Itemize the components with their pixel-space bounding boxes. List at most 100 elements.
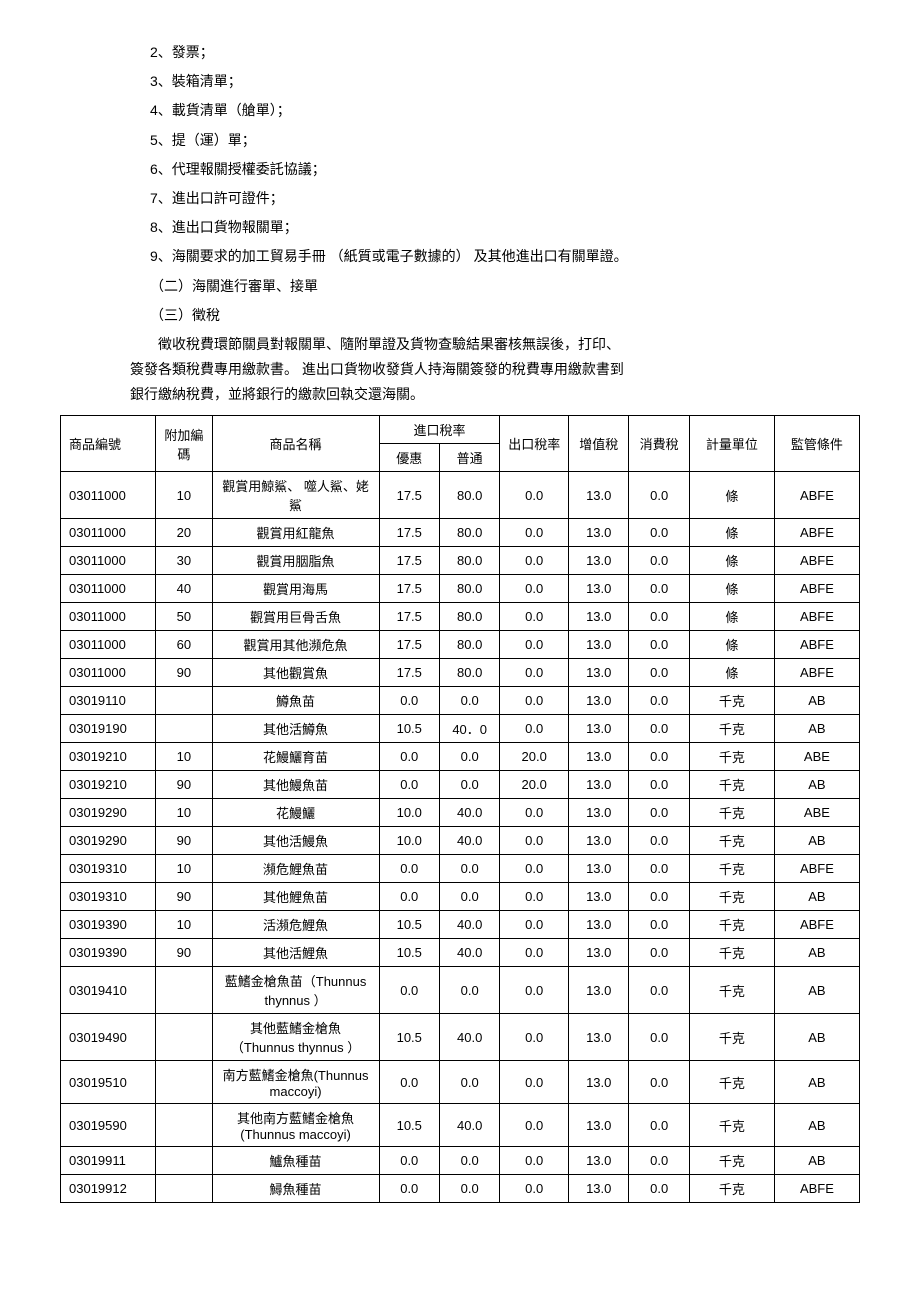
table-cell: 0.0 <box>500 519 569 547</box>
table-cell: 0.0 <box>500 715 569 743</box>
table-cell: 0.0 <box>379 1147 439 1175</box>
table-cell: 0.0 <box>500 659 569 687</box>
table-cell: 03019290 <box>61 799 156 827</box>
table-cell: 千克 <box>689 967 774 1014</box>
table-cell <box>156 1175 212 1203</box>
table-cell: 40.0 <box>439 1014 499 1061</box>
header-addcode: 附加編碼 <box>156 416 212 472</box>
table-cell: 0.0 <box>439 771 499 799</box>
table-cell: 0.0 <box>629 687 689 715</box>
table-cell: ABFE <box>774 911 859 939</box>
table-cell: 10 <box>156 799 212 827</box>
table-cell: 0.0 <box>629 1147 689 1175</box>
header-pref: 優惠 <box>379 444 439 472</box>
table-cell: 20.0 <box>500 771 569 799</box>
table-cell: ABFE <box>774 603 859 631</box>
table-cell: 0.0 <box>500 939 569 967</box>
table-cell: 17.5 <box>379 547 439 575</box>
table-cell: AB <box>774 827 859 855</box>
table-cell: 觀賞用巨骨舌魚 <box>212 603 379 631</box>
table-cell: 0.0 <box>439 1175 499 1203</box>
table-row: 03019490其他藍鰭金槍魚（Thunnus thynnus ）10.540.… <box>61 1014 860 1061</box>
table-cell: ABFE <box>774 855 859 883</box>
table-cell: 80.0 <box>439 631 499 659</box>
table-cell <box>156 715 212 743</box>
table-cell: 0.0 <box>379 883 439 911</box>
table-cell: 40.0 <box>439 827 499 855</box>
table-cell: 80.0 <box>439 547 499 575</box>
table-cell: 花鰻鱺 <box>212 799 379 827</box>
table-cell: 0.0 <box>629 911 689 939</box>
table-row: 0301100010觀賞用鯨鯊、 噬人鯊、姥鯊17.580.00.013.00.… <box>61 472 860 519</box>
table-cell: 17.5 <box>379 659 439 687</box>
table-cell: 03011000 <box>61 659 156 687</box>
table-cell: 0.0 <box>629 855 689 883</box>
table-cell: 13.0 <box>569 855 629 883</box>
table-cell: ABFE <box>774 1175 859 1203</box>
tariff-table: 商品編號 附加編碼 商品名稱 進口稅率 出口稅率 增值稅 消費稅 計量單位 監管… <box>60 415 860 1203</box>
table-cell: 千克 <box>689 771 774 799</box>
table-cell: 活瀕危鯉魚 <box>212 911 379 939</box>
table-cell: 13.0 <box>569 939 629 967</box>
list-item: 8、進出口貨物報關單； <box>150 215 860 240</box>
table-cell: 13.0 <box>569 1014 629 1061</box>
table-cell: 13.0 <box>569 631 629 659</box>
table-cell: 10.5 <box>379 1014 439 1061</box>
table-cell: 03019912 <box>61 1175 156 1203</box>
table-cell: 0.0 <box>439 743 499 771</box>
header-cond: 監管條件 <box>774 416 859 472</box>
table-cell <box>156 1061 212 1104</box>
table-row: 03019110鱒魚苗0.00.00.013.00.0千克AB <box>61 687 860 715</box>
table-cell: 03019510 <box>61 1061 156 1104</box>
table-cell: 0.0 <box>500 799 569 827</box>
table-cell: 03019390 <box>61 939 156 967</box>
table-cell: 0.0 <box>379 855 439 883</box>
table-cell: 0.0 <box>379 687 439 715</box>
table-cell: 觀賞用海馬 <box>212 575 379 603</box>
table-cell: 40.0 <box>439 939 499 967</box>
table-cell: 條 <box>689 575 774 603</box>
table-cell: 其他鰻魚苗 <box>212 771 379 799</box>
table-cell: 0.0 <box>500 827 569 855</box>
table-cell: 03019410 <box>61 967 156 1014</box>
table-cell: 0.0 <box>500 472 569 519</box>
table-cell: 0.0 <box>629 1175 689 1203</box>
table-cell: 80.0 <box>439 603 499 631</box>
table-cell: 13.0 <box>569 659 629 687</box>
table-cell: 13.0 <box>569 771 629 799</box>
table-cell: 13.0 <box>569 1104 629 1147</box>
table-row: 03019190其他活鱒魚10.540．00.013.00.0千克AB <box>61 715 860 743</box>
document-list: 2、發票； 3、裝箱清單； 4、載貨清單（艙單）； 5、提（運）單； 6、代理報… <box>60 40 860 407</box>
list-item: 5、提（運）單； <box>150 128 860 153</box>
table-cell: 0.0 <box>629 631 689 659</box>
header-import-rate: 進口稅率 <box>379 416 500 444</box>
table-cell: 0.0 <box>379 1061 439 1104</box>
table-cell: 10.5 <box>379 939 439 967</box>
list-item: 3、裝箱清單； <box>150 69 860 94</box>
table-cell <box>156 1104 212 1147</box>
table-cell: 13.0 <box>569 603 629 631</box>
table-cell: 千克 <box>689 883 774 911</box>
table-cell: 80.0 <box>439 575 499 603</box>
table-cell: 10.5 <box>379 715 439 743</box>
table-cell: 60 <box>156 631 212 659</box>
table-cell: 03011000 <box>61 547 156 575</box>
table-cell: 17.5 <box>379 519 439 547</box>
table-cell: 0.0 <box>379 771 439 799</box>
table-cell: 40.0 <box>439 1104 499 1147</box>
table-cell: 13.0 <box>569 715 629 743</box>
table-row: 0301921010花鰻鱺育苗0.00.020.013.00.0千克ABE <box>61 743 860 771</box>
table-cell: 千克 <box>689 743 774 771</box>
table-cell: 10 <box>156 472 212 519</box>
table-cell: 0.0 <box>500 911 569 939</box>
table-cell: 0.0 <box>629 883 689 911</box>
table-row: 0301939090其他活鯉魚10.540.00.013.00.0千克AB <box>61 939 860 967</box>
table-cell: 13.0 <box>569 883 629 911</box>
table-cell: 花鰻鱺育苗 <box>212 743 379 771</box>
table-row: 0301931090其他鯉魚苗0.00.00.013.00.0千克AB <box>61 883 860 911</box>
header-export: 出口稅率 <box>500 416 569 472</box>
table-cell: 藍鰭金槍魚苗（Thunnus thynnus ） <box>212 967 379 1014</box>
table-cell: 30 <box>156 547 212 575</box>
table-cell: 0.0 <box>629 1104 689 1147</box>
table-cell: 13.0 <box>569 1061 629 1104</box>
